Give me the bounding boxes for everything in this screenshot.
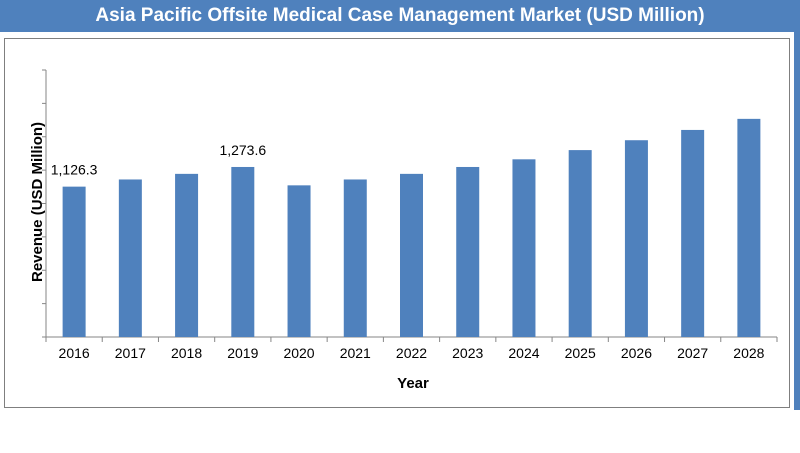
bar-2022 <box>400 173 423 337</box>
data-label: 1,126.3 <box>51 162 98 178</box>
bar-2023 <box>456 166 480 337</box>
x-tick-label: 2028 <box>733 345 764 361</box>
bar-2025 <box>568 150 592 337</box>
x-tick-label: 2016 <box>59 345 90 361</box>
bar-2019 <box>231 166 255 337</box>
x-tick-label: 2021 <box>340 345 371 361</box>
x-tick-labels: 2016 2017 2018 2019 2020 2021 2022 2023 2024 2025… <box>59 345 765 361</box>
bar-2017 <box>118 179 142 337</box>
y-axis-label: Revenue (USD Million) <box>29 122 46 282</box>
bar-2027 <box>681 129 705 337</box>
bar-2028 <box>737 118 761 338</box>
decorative-border-strip <box>794 32 800 410</box>
x-tick-label: 2026 <box>621 345 652 361</box>
x-tick-label: 2024 <box>508 345 539 361</box>
x-tick-label: 2020 <box>283 345 314 361</box>
chart-bars <box>62 118 761 338</box>
data-label: 1,273.6 <box>219 142 266 158</box>
bar-2024 <box>512 159 536 337</box>
x-tick-label: 2027 <box>677 345 708 361</box>
x-tick-label: 2025 <box>565 345 596 361</box>
x-tick-label: 2018 <box>171 345 202 361</box>
x-tick-label: 2022 <box>396 345 427 361</box>
x-tick-label: 2023 <box>452 345 483 361</box>
x-tick-label: 2017 <box>115 345 146 361</box>
bar-2018 <box>175 173 199 337</box>
chart-frame <box>4 38 790 408</box>
bar-2020 <box>287 185 311 337</box>
bar-2016 <box>62 186 86 337</box>
bar-2021 <box>343 179 367 337</box>
x-tick-label: 2019 <box>227 345 258 361</box>
chart-title: Asia Pacific Offsite Medical Case Manage… <box>0 0 800 32</box>
x-axis-label: Year <box>397 375 429 392</box>
bar-2026 <box>624 140 648 337</box>
chart-data-labels: 1,126.3 1,273.6 <box>51 142 267 178</box>
